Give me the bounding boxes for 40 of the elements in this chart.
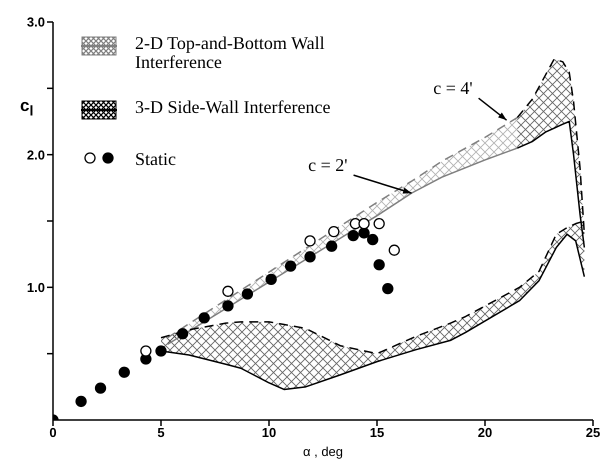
point	[374, 259, 385, 270]
x-tick-label: 5	[157, 425, 165, 440]
point	[75, 396, 87, 408]
y-tick-label: 2.0	[26, 147, 45, 162]
point	[304, 235, 316, 247]
point	[284, 260, 296, 272]
point	[222, 300, 234, 312]
x-tick-label: 15	[370, 425, 384, 440]
point	[326, 240, 338, 252]
y-tick-label: 1.0	[26, 280, 45, 295]
point	[367, 234, 378, 246]
legend-label: 2-D Top-and-Bottom Wall Interference	[135, 33, 326, 72]
x-tick-label: 0	[49, 425, 57, 440]
annotation: c = 2'	[308, 155, 348, 176]
x-axis-title: α , deg	[302, 444, 344, 459]
legend-label: 3-D Side-Wall Interference	[135, 97, 332, 117]
x-tick-label: 10	[262, 425, 276, 440]
point	[198, 312, 210, 324]
point	[304, 251, 316, 262]
x-tick-label: 25	[586, 425, 600, 440]
y-axis-title: c$_{l}$	[20, 96, 34, 120]
point	[348, 230, 359, 242]
point	[382, 283, 394, 294]
point	[176, 328, 188, 340]
annotation: c = 4'	[433, 78, 473, 98]
point	[118, 366, 130, 378]
point	[388, 244, 400, 256]
point	[358, 218, 370, 230]
point	[222, 286, 234, 297]
point	[94, 382, 106, 394]
point	[358, 227, 370, 239]
point	[242, 288, 254, 300]
legend-label: Static	[135, 149, 176, 169]
point	[155, 345, 167, 357]
point	[374, 218, 385, 230]
y-tick-label: 3.0	[26, 14, 45, 30]
x-tick-label: 20	[478, 425, 492, 440]
point	[140, 345, 152, 357]
point	[266, 274, 277, 286]
point	[328, 226, 340, 238]
